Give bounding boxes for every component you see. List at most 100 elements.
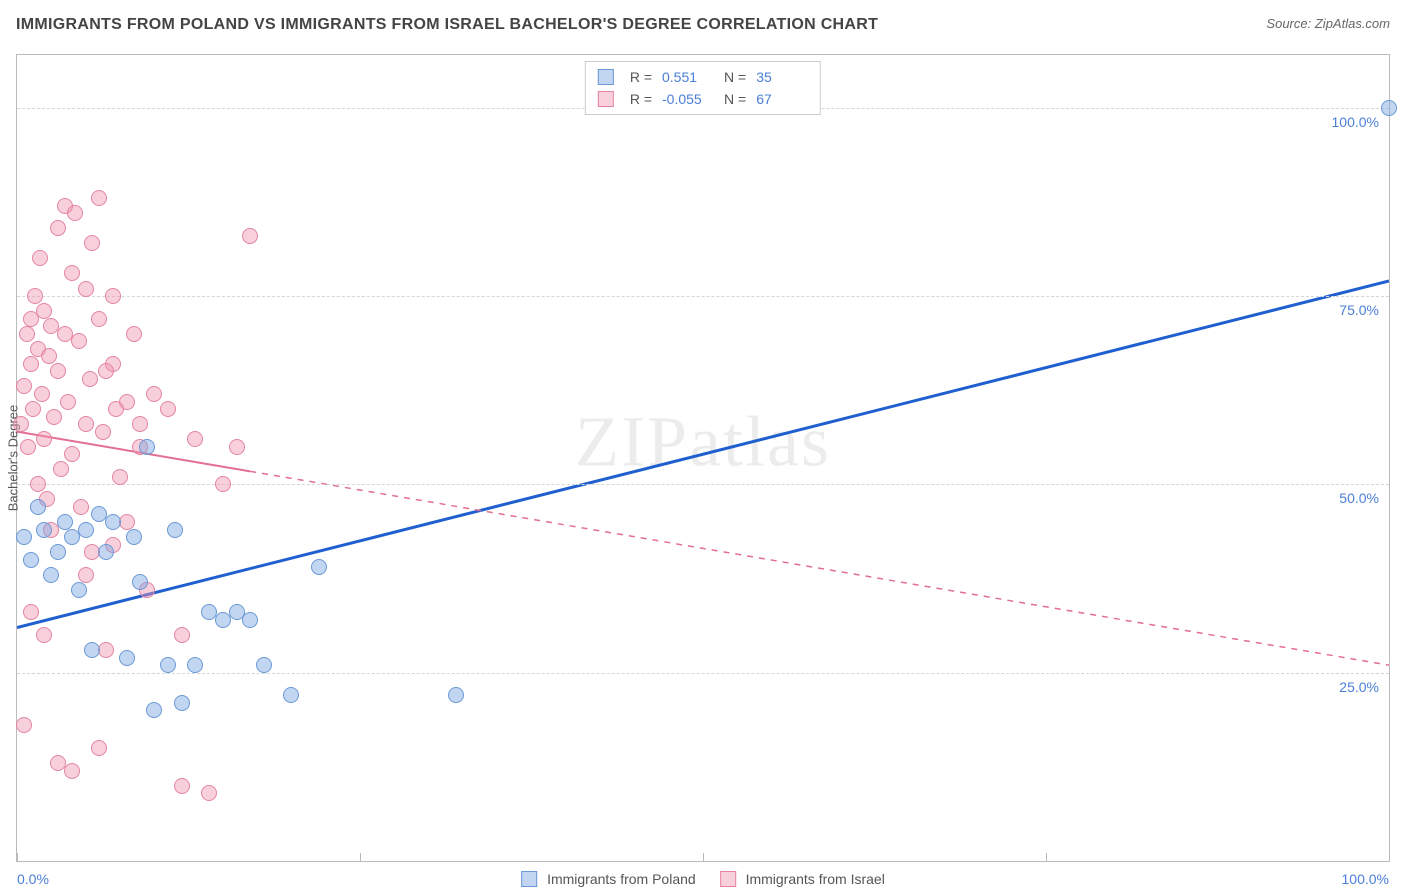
scatter-point-israel	[23, 604, 39, 620]
scatter-point-israel	[174, 627, 190, 643]
scatter-point-poland	[57, 514, 73, 530]
series-legend-label: Immigrants from Israel	[746, 871, 885, 887]
scatter-point-poland	[1381, 100, 1397, 116]
series-legend: Immigrants from Poland Immigrants from I…	[521, 871, 885, 887]
y-tick-label: 25.0%	[1339, 679, 1379, 695]
y-tick-label: 50.0%	[1339, 490, 1379, 506]
n-value: 67	[756, 88, 808, 110]
x-tick-mark	[703, 853, 704, 861]
scatter-point-israel	[84, 235, 100, 251]
scatter-point-israel	[132, 416, 148, 432]
r-label: R =	[630, 88, 652, 110]
scatter-point-israel	[60, 394, 76, 410]
legend-swatch-israel	[598, 91, 614, 107]
r-label: R =	[630, 66, 652, 88]
scatter-point-israel	[215, 476, 231, 492]
scatter-point-israel	[229, 439, 245, 455]
plot-frame: Bachelor's Degree ZIPatlas 25.0%50.0%75.…	[16, 54, 1390, 862]
scatter-point-israel	[174, 778, 190, 794]
scatter-point-israel	[242, 228, 258, 244]
scatter-point-poland	[160, 657, 176, 673]
scatter-point-poland	[146, 702, 162, 718]
scatter-point-poland	[187, 657, 203, 673]
n-label: N =	[724, 66, 746, 88]
source-label: Source:	[1266, 16, 1311, 31]
scatter-point-israel	[71, 333, 87, 349]
scatter-point-israel	[64, 446, 80, 462]
trend-line-dashed-israel	[250, 471, 1389, 665]
scatter-point-israel	[160, 401, 176, 417]
scatter-point-israel	[64, 763, 80, 779]
x-axis-min-label: 0.0%	[17, 871, 49, 887]
legend-swatch-poland	[598, 69, 614, 85]
scatter-point-israel	[67, 205, 83, 221]
scatter-point-israel	[50, 363, 66, 379]
scatter-point-israel	[91, 311, 107, 327]
scatter-point-israel	[112, 469, 128, 485]
scatter-point-poland	[71, 582, 87, 598]
x-tick-mark	[360, 853, 361, 861]
scatter-point-israel	[98, 363, 114, 379]
scatter-point-israel	[146, 386, 162, 402]
scatter-point-poland	[167, 522, 183, 538]
scatter-point-israel	[13, 416, 29, 432]
n-label: N =	[724, 88, 746, 110]
scatter-point-poland	[119, 650, 135, 666]
scatter-point-poland	[30, 499, 46, 515]
scatter-point-israel	[46, 409, 62, 425]
scatter-point-israel	[105, 288, 121, 304]
scatter-point-israel	[53, 461, 69, 477]
source-credit: Source: ZipAtlas.com	[1266, 16, 1390, 31]
x-tick-mark	[1046, 853, 1047, 861]
scatter-point-poland	[283, 687, 299, 703]
scatter-point-israel	[20, 439, 36, 455]
legend-swatch-poland	[521, 871, 537, 887]
scatter-point-israel	[16, 378, 32, 394]
source-name: ZipAtlas.com	[1315, 16, 1390, 31]
scatter-point-poland	[174, 695, 190, 711]
series-legend-item: Immigrants from Poland	[521, 871, 696, 887]
scatter-point-israel	[19, 326, 35, 342]
scatter-point-israel	[41, 348, 57, 364]
correlation-legend-row: R = -0.055 N = 67	[598, 88, 808, 110]
scatter-point-israel	[34, 386, 50, 402]
scatter-point-israel	[32, 250, 48, 266]
legend-swatch-israel	[720, 871, 736, 887]
trend-lines-layer	[17, 55, 1389, 861]
scatter-point-poland	[78, 522, 94, 538]
scatter-point-poland	[242, 612, 258, 628]
scatter-point-israel	[78, 416, 94, 432]
scatter-point-israel	[187, 431, 203, 447]
scatter-point-israel	[78, 281, 94, 297]
scatter-point-poland	[256, 657, 272, 673]
scatter-point-poland	[448, 687, 464, 703]
scatter-point-israel	[16, 717, 32, 733]
scatter-point-israel	[36, 431, 52, 447]
scatter-point-poland	[16, 529, 32, 545]
scatter-point-israel	[126, 326, 142, 342]
scatter-point-israel	[119, 514, 135, 530]
correlation-legend: R = 0.551 N = 35 R = -0.055 N = 67	[585, 61, 821, 115]
gridline-horizontal	[17, 296, 1389, 297]
scatter-point-israel	[36, 303, 52, 319]
scatter-point-poland	[311, 559, 327, 575]
scatter-point-israel	[27, 288, 43, 304]
scatter-point-israel	[36, 627, 52, 643]
scatter-point-poland	[23, 552, 39, 568]
x-tick-mark	[17, 853, 18, 861]
header-bar: IMMIGRANTS FROM POLAND VS IMMIGRANTS FRO…	[16, 16, 1390, 46]
scatter-point-poland	[126, 529, 142, 545]
r-value: 0.551	[662, 66, 714, 88]
scatter-point-israel	[25, 401, 41, 417]
scatter-point-poland	[98, 544, 114, 560]
x-axis-max-label: 100.0%	[1342, 871, 1389, 887]
scatter-point-israel	[108, 401, 124, 417]
scatter-point-israel	[73, 499, 89, 515]
scatter-point-poland	[50, 544, 66, 560]
scatter-point-israel	[91, 190, 107, 206]
x-tick-mark	[1389, 853, 1390, 861]
y-tick-label: 75.0%	[1339, 302, 1379, 318]
series-legend-item: Immigrants from Israel	[720, 871, 885, 887]
n-value: 35	[756, 66, 808, 88]
scatter-point-poland	[139, 439, 155, 455]
